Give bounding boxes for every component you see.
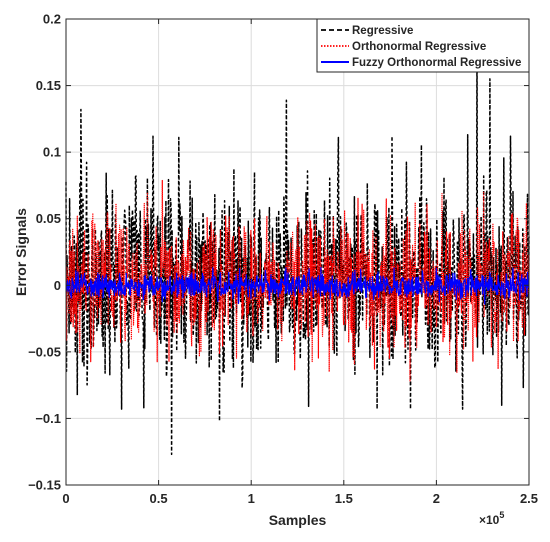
x-axis-title: Samples [269,512,327,528]
y-tick-label: 0 [54,278,61,293]
x-tick-label: 2 [433,491,440,506]
y-tick-label: 0.05 [36,211,61,226]
y-tick-label: −0.1 [35,411,61,426]
y-tick-label: −0.15 [28,478,61,493]
x-axis-exponent-base: ×10 [479,513,500,527]
series-line-orthonormal-regressive [65,179,530,382]
y-tick-label: 0.15 [36,78,61,93]
x-axis-exponent-power: 5 [499,510,504,520]
x-tick-label: 0 [62,491,69,506]
y-tick-label: 0.1 [43,145,61,160]
x-tick-label: 1 [248,491,255,506]
plot-frame [65,18,530,486]
legend-label-regressive: Regressive [352,25,413,37]
x-tick-label: 2.5 [520,491,538,506]
series-line-regressive [65,38,530,456]
y-tick-label: 0.2 [43,12,61,27]
legend: Regressive Orthonormal Regressive Fuzzy … [316,18,530,73]
axis-ticks: 0 0.5 1 1.5 2 2.5 −0.15 −0.1 −0.05 0 0.05 0.1 0.15 0.… [28,12,538,507]
plot-content [65,38,530,456]
legend-label-orthonormal-regressive: Orthonormal Regressive [352,41,486,53]
legend-box [316,18,530,73]
x-axis-exponent: ×105 [479,510,504,527]
x-tick-label: 1.5 [335,491,353,506]
y-axis-title: Error Signals [13,208,29,296]
x-tick-label: 0.5 [150,491,168,506]
legend-label-fuzzy-orthonormal-regressive: Fuzzy Orthonormal Regressive [352,57,521,69]
series-line-fuzzy-orthonormal-regressive [65,266,530,305]
y-tick-label: −0.05 [28,344,61,359]
